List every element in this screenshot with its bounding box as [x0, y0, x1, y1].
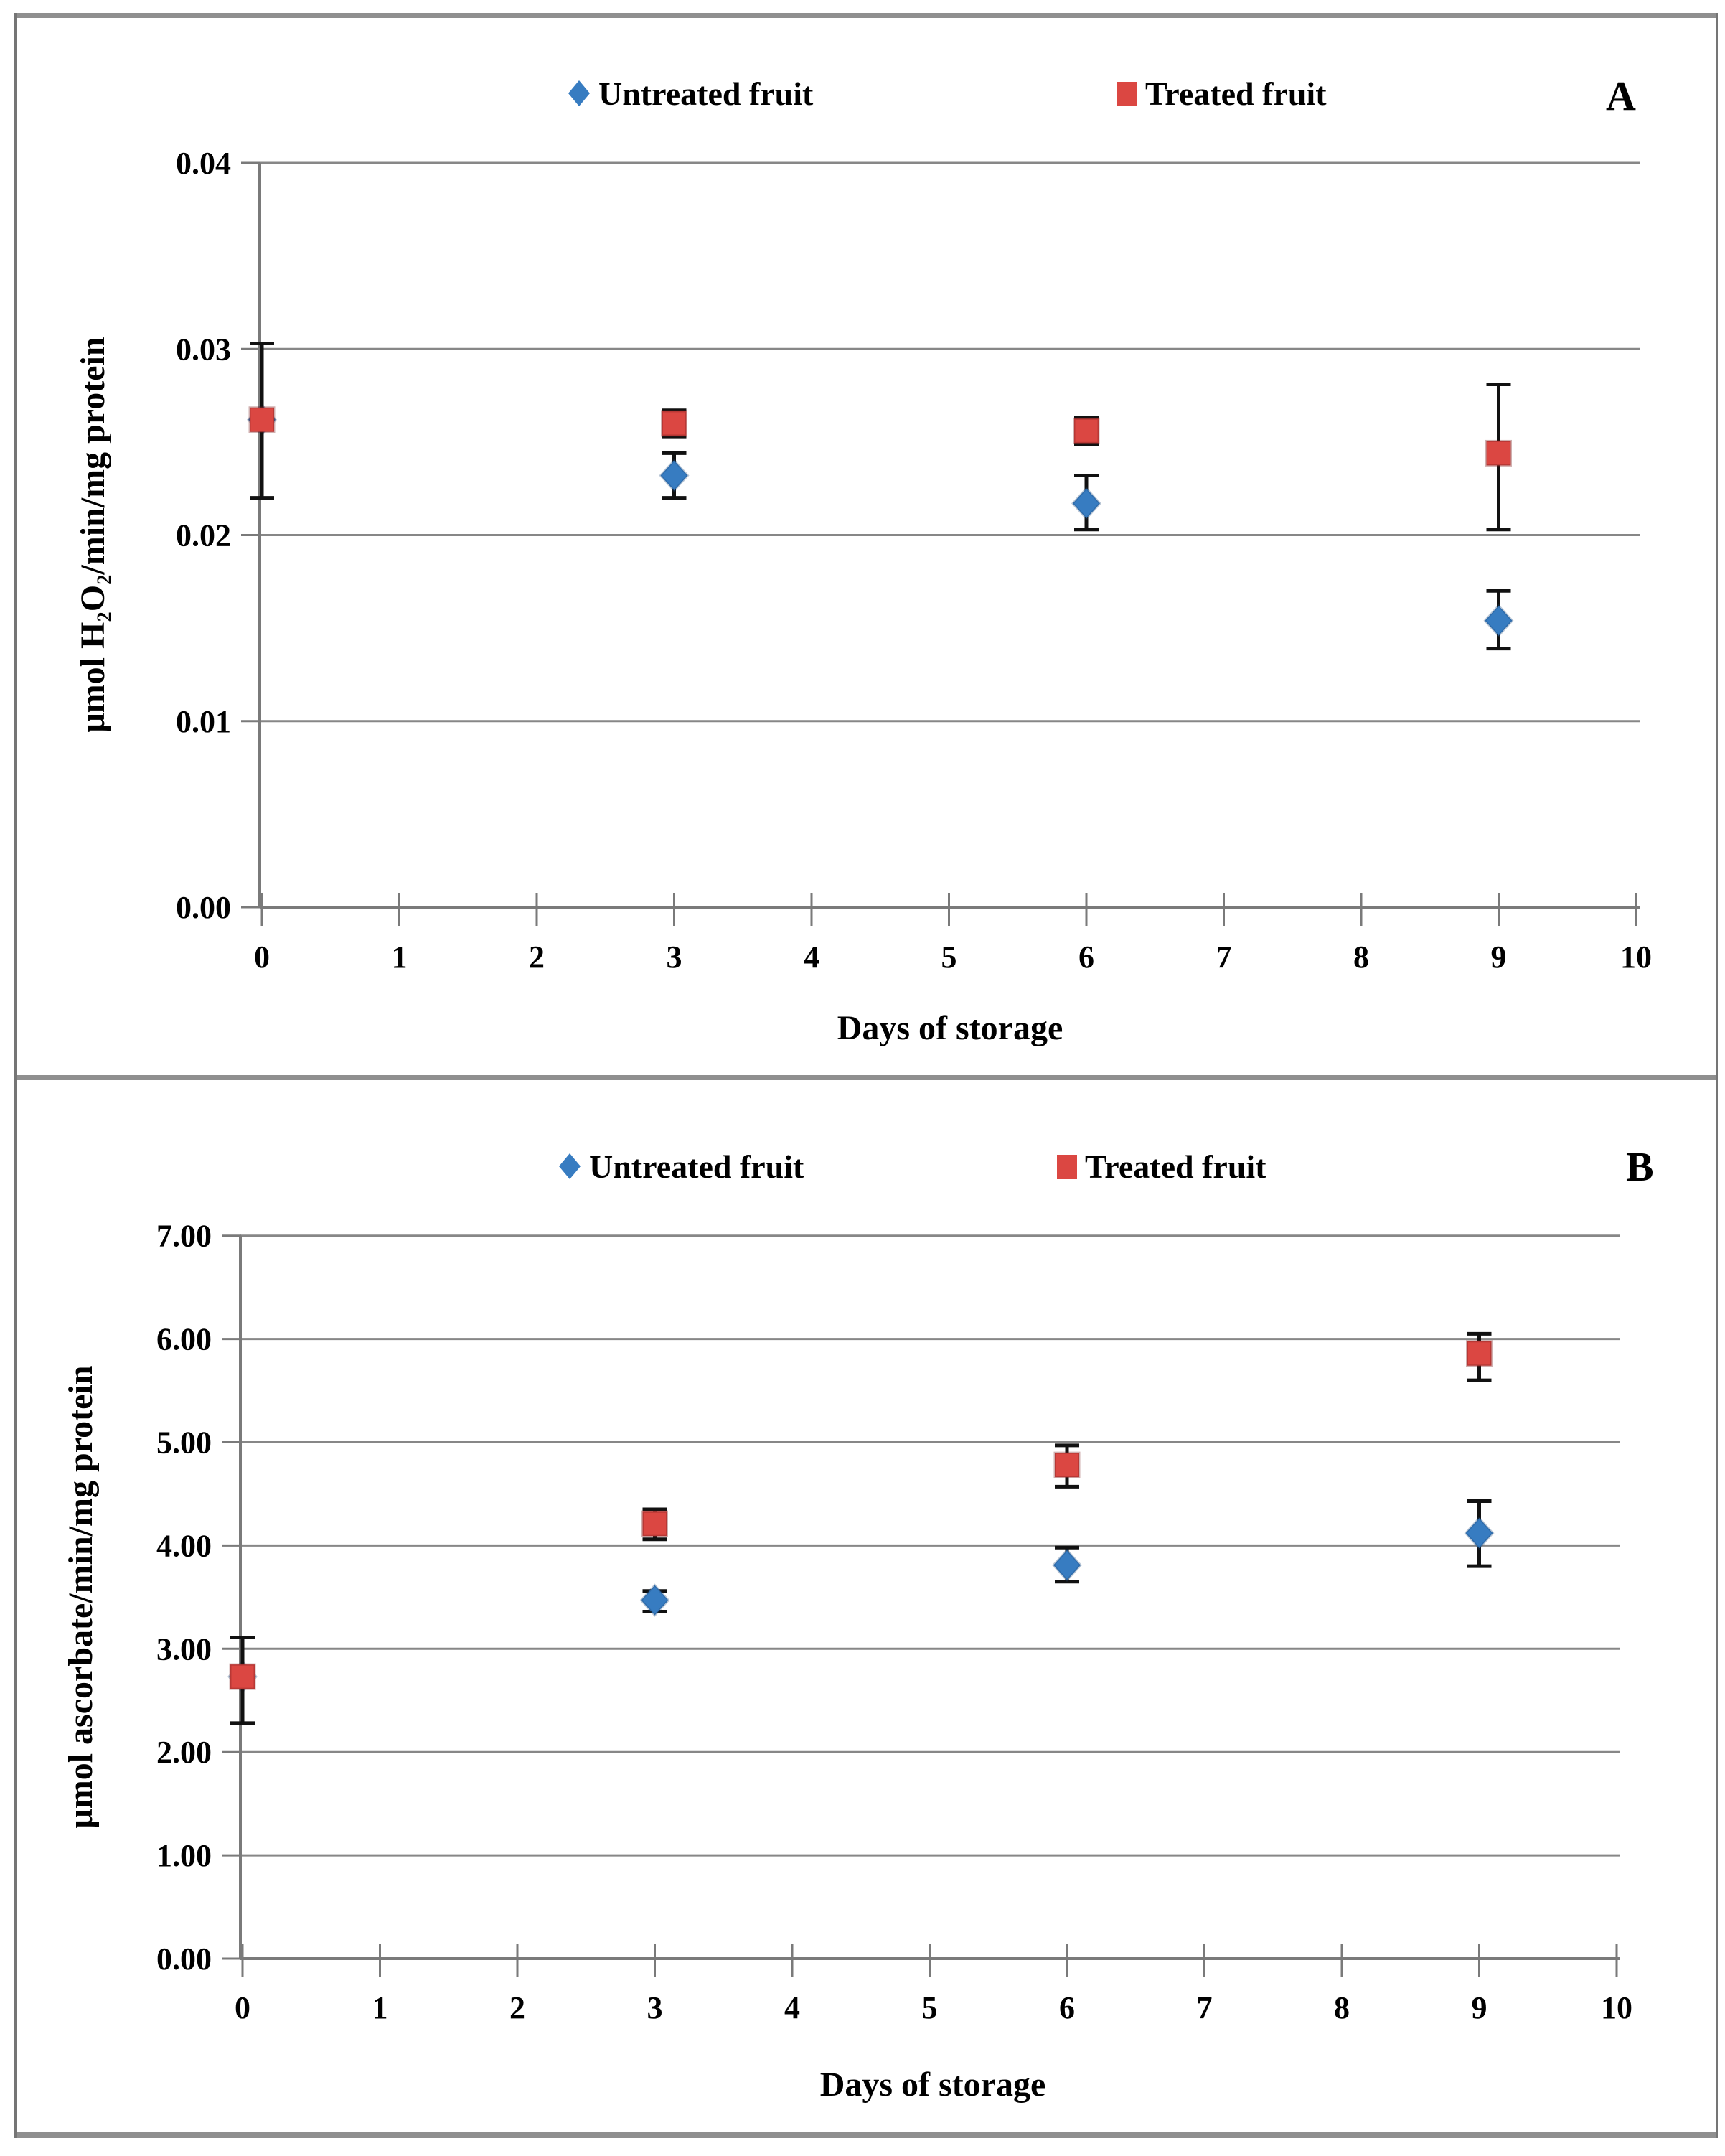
svg-text:2: 2: [529, 939, 545, 975]
svg-text:0.03: 0.03: [176, 332, 231, 367]
legend-label-untreated: Untreated fruit: [598, 75, 814, 112]
svg-text:6: 6: [1059, 1990, 1075, 2025]
svg-text:8: 8: [1353, 939, 1369, 975]
svg-text:0.00: 0.00: [156, 1941, 212, 1977]
svg-text:9: 9: [1472, 1990, 1487, 2025]
svg-text:0: 0: [254, 939, 270, 975]
svg-text:6: 6: [1078, 939, 1094, 975]
panel-letter-b: B: [1626, 1143, 1654, 1190]
square-icon: [1057, 1155, 1077, 1179]
panel-letter-a: A: [1606, 72, 1636, 119]
legend-item-treated-b: Treated fruit: [1053, 1146, 1266, 1186]
svg-text:5.00: 5.00: [156, 1425, 212, 1461]
svg-text:3: 3: [667, 939, 682, 975]
svg-text:10: 10: [1601, 1990, 1632, 2025]
legend-item-untreated-b: Untreated fruit: [556, 1146, 804, 1186]
frame-top-bar: [14, 13, 1718, 18]
legend-item-untreated: Untreated fruit: [565, 73, 813, 113]
svg-text:1: 1: [392, 939, 408, 975]
frame-bottom-bar: [14, 2132, 1718, 2138]
svg-text:5: 5: [922, 1990, 938, 2025]
legend-item-treated: Treated fruit: [1114, 73, 1327, 113]
svg-text:4: 4: [784, 1990, 800, 2025]
square-icon: [1117, 82, 1137, 106]
svg-text:μmol ascorbate/min/mg protei: μmol ascorbate/min/mg protein: [62, 1366, 100, 1829]
chart-a-plot: 0.00 0.01 0.02 0.03 0.04 0 1 2 3 4 5 6 7 8 9 10 μmol H₂O…: [74, 146, 1652, 1047]
frame-divider-bar: [14, 1075, 1718, 1080]
svg-text:4.00: 4.00: [156, 1528, 212, 1563]
svg-text:6.00: 6.00: [156, 1322, 212, 1357]
chart-b-plot: 0.00 1.00 2.00 3.00 4.00 5.00 6.00 7.00 0 1 2 3 4 5 6 7…: [62, 1219, 1632, 2104]
svg-text:0.01: 0.01: [176, 704, 231, 739]
svg-text:0: 0: [235, 1990, 250, 2025]
svg-text:8: 8: [1334, 1990, 1350, 2025]
svg-text:7: 7: [1216, 939, 1232, 975]
svg-text:0.02: 0.02: [176, 518, 231, 553]
diamond-icon: [559, 1153, 581, 1179]
svg-text:0.00: 0.00: [176, 890, 231, 925]
svg-text:4: 4: [804, 939, 819, 975]
diamond-icon: [568, 80, 590, 106]
frame-right-border: [1716, 13, 1718, 2138]
svg-text:7: 7: [1197, 1990, 1213, 2025]
legend-label-untreated-b: Untreated fruit: [589, 1148, 804, 1185]
svg-text:1.00: 1.00: [156, 1838, 212, 1873]
svg-text:0.04: 0.04: [176, 146, 231, 181]
svg-text:7.00: 7.00: [156, 1219, 212, 1254]
svg-text:μmol H₂O₂/min/mg protein: μmol H₂O₂/min/mg protein: [74, 337, 112, 732]
svg-text:Days of storage: Days of storage: [837, 1009, 1063, 1047]
svg-text:10: 10: [1620, 939, 1652, 975]
svg-text:1: 1: [372, 1990, 388, 2025]
legend-label-treated: Treated fruit: [1145, 75, 1327, 112]
legend-label-treated-b: Treated fruit: [1085, 1148, 1266, 1185]
frame-left-border: [14, 13, 17, 2138]
svg-text:5: 5: [941, 939, 957, 975]
svg-text:Days of storage: Days of storage: [820, 2066, 1046, 2104]
svg-text:2.00: 2.00: [156, 1735, 212, 1770]
svg-text:3: 3: [647, 1990, 663, 2025]
svg-text:2: 2: [509, 1990, 525, 2025]
svg-text:9: 9: [1491, 939, 1507, 975]
svg-text:3.00: 3.00: [156, 1631, 212, 1667]
